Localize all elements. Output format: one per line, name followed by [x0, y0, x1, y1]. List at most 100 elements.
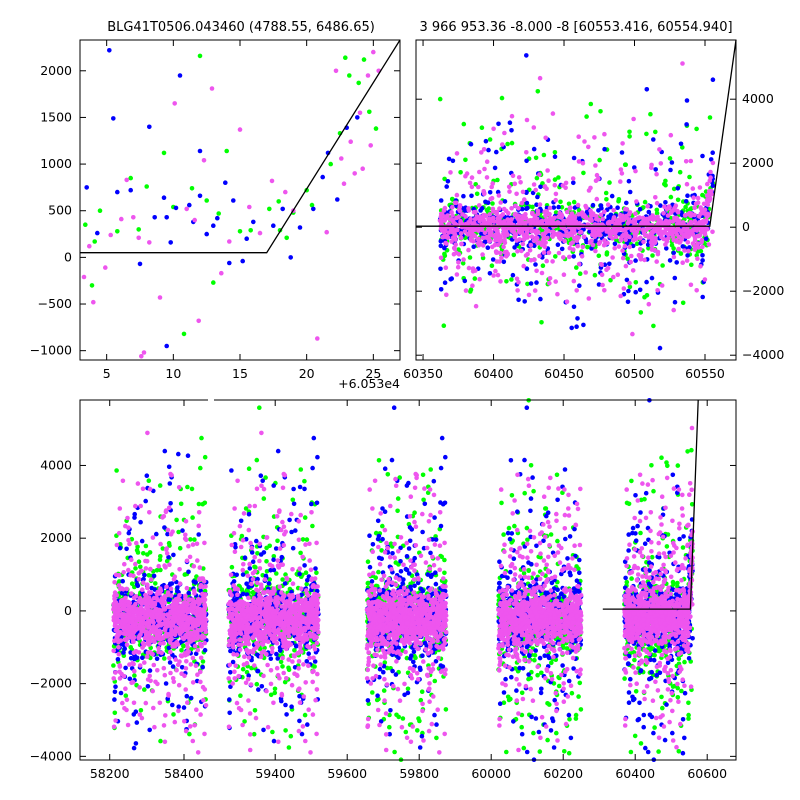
- panel-top-right-point: [445, 179, 451, 184]
- panel-top-left-point-blue: [320, 174, 326, 180]
- panel-bottom-point: [143, 700, 149, 706]
- panel-top-left-frame: [79, 39, 401, 361]
- panel-top-right-point: [487, 190, 493, 195]
- panel-bottom-point: [156, 617, 162, 623]
- panel-bottom-point: [161, 607, 166, 612]
- panel-top-right-point: [520, 189, 526, 195]
- panel-top-right-point: [553, 197, 558, 203]
- panel-bottom-point: [196, 532, 201, 537]
- panel-bottom-point: [259, 684, 265, 689]
- panel-top-right-point: [658, 161, 664, 166]
- panel-bottom: 58200 58400 59400 59600 59800 60000 60200 60400…: [30, 396, 737, 781]
- panel-bottom-point: [167, 481, 173, 486]
- panel-bottom-point: [185, 652, 190, 657]
- panel-top-right-point: [700, 227, 705, 232]
- panel-bottom-point: [275, 538, 280, 544]
- panel-bottom-point: [121, 570, 126, 575]
- panel-top-right-point: [485, 200, 491, 205]
- panel-top-right-point: [543, 213, 548, 218]
- panel-top-right-point: [670, 226, 675, 232]
- panel-top-right-point: [469, 193, 474, 199]
- panel-top-left-point-magenta: [315, 336, 320, 341]
- panel-top-right-point: [522, 299, 527, 304]
- panel-top-right-point: [633, 280, 639, 285]
- panel-bottom-point: [152, 636, 158, 642]
- panel-top-right-point: [571, 278, 577, 284]
- panel-bottom-point: [314, 500, 320, 506]
- panel-bottom-point: [198, 712, 203, 717]
- panel-top-right-point: [661, 211, 666, 216]
- panel-bottom-point: [298, 467, 304, 472]
- panel-top-left-point-green: [189, 186, 195, 191]
- panel-top-right-point: [618, 179, 623, 184]
- panel-top-right-point: [455, 264, 461, 270]
- panel-top-left-point-green: [284, 235, 290, 241]
- panel-bottom-point: [146, 478, 152, 484]
- panel-top-right-point: [477, 169, 482, 175]
- panel-top-right-point: [494, 250, 499, 256]
- panel-bottom-point: [192, 537, 197, 542]
- panel-top-right-point: [710, 160, 716, 166]
- panel-top-right-point: [442, 245, 447, 251]
- panel-top-right-point: [689, 220, 694, 226]
- panel-top-right-point: [624, 200, 629, 206]
- panel-bottom-point: [127, 541, 132, 547]
- panel-top-left-point-magenta: [196, 318, 201, 324]
- panel-top-right-point: [634, 229, 640, 235]
- panel-top-left-point-blue: [197, 148, 203, 154]
- panel-bottom-point: [118, 690, 124, 696]
- panel-top-right-point: [666, 204, 672, 209]
- panel-top-right-point: [704, 211, 710, 217]
- panel-top-right-point: [483, 239, 488, 245]
- panel-top-right-point: [528, 281, 534, 286]
- panel-bottom-point: [154, 568, 160, 573]
- panel-top-right-point: [553, 191, 559, 197]
- panel-bottom-point: [114, 611, 119, 617]
- panel-top-left-points: [81, 48, 382, 359]
- panel-bottom-point: [161, 723, 167, 728]
- panel-top-right-point: [633, 289, 638, 295]
- panel-top-right-point: [709, 192, 714, 197]
- panel-bottom-point: [123, 693, 129, 698]
- panel-bottom-point: [198, 655, 204, 661]
- panel-top-right-points: [437, 53, 716, 351]
- panel-top-right-point: [476, 184, 481, 190]
- panel-top-right-point: [541, 152, 547, 158]
- panel-top-right-point: [649, 247, 655, 252]
- panel-top-right-point: [605, 202, 611, 207]
- panel-bottom-point: [138, 708, 144, 713]
- panel-bottom-point: [167, 660, 173, 665]
- panel-bottom-point: [297, 718, 302, 724]
- panel-top-right-point: [446, 230, 452, 235]
- panel-top-right-point: [653, 129, 658, 135]
- panel-bottom-point: [141, 580, 146, 585]
- panel-top-right-point: [596, 176, 601, 182]
- panel-top-left-point-green: [83, 222, 88, 227]
- panel-bottom-point: [246, 511, 252, 517]
- panel-top-right-point: [531, 238, 537, 244]
- panel-bottom-point: [202, 454, 208, 460]
- panel-top-left-point-green: [367, 109, 372, 115]
- panel-top-right-point: [470, 283, 475, 289]
- panel-top-right-point: [511, 252, 517, 258]
- panel-bottom-point: [190, 542, 196, 547]
- panel-bottom-point: [168, 532, 174, 537]
- panel-bottom-point: [179, 671, 184, 676]
- panel-bottom-point: [143, 543, 149, 549]
- panel-top-right-point: [607, 261, 612, 267]
- panel-bottom-point: [122, 706, 127, 711]
- panel-bottom-point: [288, 733, 294, 739]
- panel-top-right-point: [682, 248, 687, 253]
- panel-top-right-point: [505, 141, 510, 147]
- panel-bottom-point: [283, 728, 288, 733]
- panel-bottom-point: [116, 651, 122, 657]
- panel-bottom-point: [121, 605, 127, 610]
- panel-top-right-point: [574, 324, 579, 330]
- panel-bottom-point: [131, 639, 136, 645]
- panel-bottom-point: [120, 478, 126, 484]
- panel-top-right-ytick-label: −4000: [742, 347, 784, 362]
- panel-top-right-point: [546, 178, 551, 183]
- panel-top-right-point: [627, 244, 632, 250]
- panel-top-right-point: [644, 131, 649, 137]
- panel-bottom-point: [177, 581, 183, 586]
